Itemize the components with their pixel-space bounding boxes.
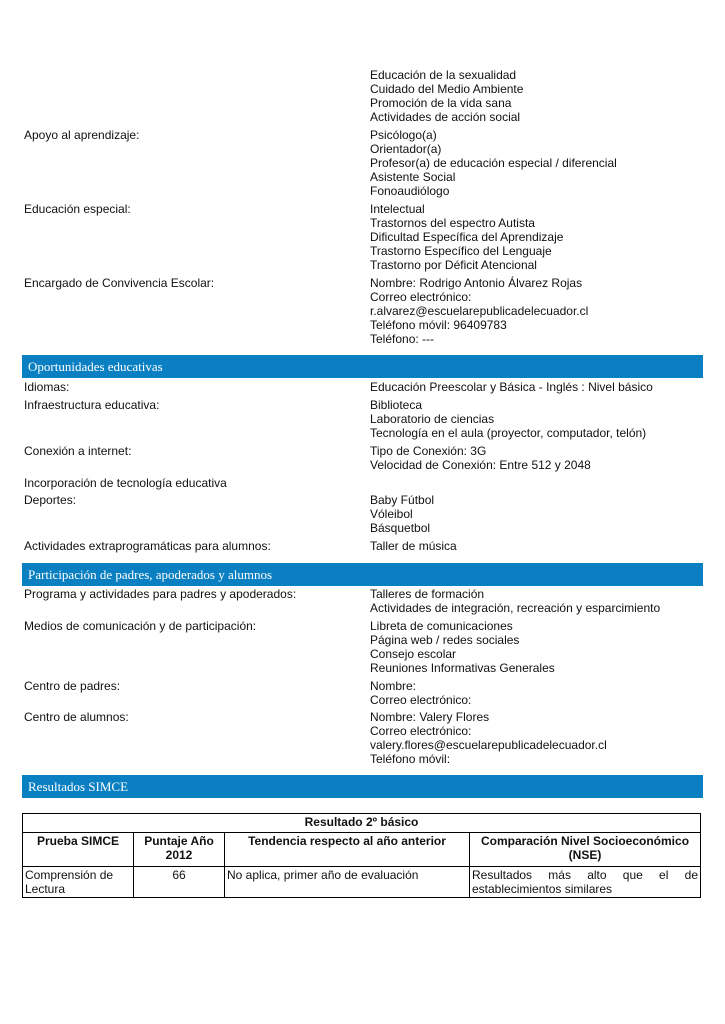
- row-value: Cuidado del Medio Ambiente: [370, 82, 524, 96]
- row-value: Educación de la sexualidad: [370, 68, 517, 82]
- row-value: Biblioteca: [370, 398, 423, 412]
- row-value: Trastorno por Déficit Atencional: [370, 258, 537, 272]
- row-values: Educación Preescolar y Básica - Inglés :…: [370, 380, 653, 394]
- cell: 66: [133, 866, 225, 898]
- row-value: Consejo escolar: [370, 647, 457, 661]
- row-label: Apoyo al aprendizaje:: [24, 128, 140, 142]
- row-value: valery.flores@escuelarepublicadelecuador…: [370, 738, 607, 752]
- row-label: Idiomas:: [24, 380, 70, 394]
- row-label: Encargado de Convivencia Escolar:: [24, 276, 215, 290]
- row-label: Infraestructura educativa:: [24, 398, 160, 412]
- row-value: r.alvarez@escuelarepublicadelecuador.cl: [370, 304, 589, 318]
- row-label: Educación especial:: [24, 202, 131, 216]
- row-value: Velocidad de Conexión: Entre 512 y 2048: [370, 458, 591, 472]
- row-value: Trastorno Específico del Lenguaje: [370, 244, 552, 258]
- row-values: Nombre: Valery Flores Correo electrónico:…: [370, 710, 607, 766]
- row-value: Nombre: Rodrigo Antonio Álvarez Rojas: [370, 276, 583, 290]
- row-values: Educación de la sexualidad Cuidado del Me…: [370, 68, 523, 124]
- cell: Resultados más alto que el de establecim…: [469, 866, 701, 898]
- row-label: Centro de alumnos:: [24, 710, 129, 724]
- row-value: Nombre: Valery Flores: [370, 710, 490, 724]
- row-value: Educación Preescolar y Básica - Inglés :…: [370, 380, 653, 394]
- section-header-oportunidades: Oportunidades educativas: [22, 355, 703, 378]
- row-value: Tecnología en el aula (proyector, comput…: [370, 426, 647, 440]
- simce-results-table: Resultado 2º básico Prueba SIMCE Puntaje…: [22, 813, 701, 898]
- row-label: Actividades extraprogramáticas para alum…: [24, 539, 271, 553]
- row-label: Incorporación de tecnología educativa: [24, 476, 227, 490]
- row-value: Laboratorio de ciencias: [370, 412, 495, 426]
- row-label: Deportes:: [24, 493, 77, 507]
- row-values: Talleres de formación Actividades de inte…: [370, 587, 660, 615]
- row-label: Conexión a internet:: [24, 444, 132, 458]
- row-values: Nombre: Rodrigo Antonio Álvarez Rojas Cor…: [370, 276, 588, 346]
- row-value: Correo electrónico:: [370, 290, 472, 304]
- row-value: Taller de música: [370, 539, 457, 553]
- row-values: Baby Fútbol Vóleibol Básquetbol: [370, 493, 434, 535]
- row-value: Correo electrónico:: [370, 693, 472, 707]
- row-value: Talleres de formación: [370, 587, 485, 601]
- col-header: Comparación Nivel Socioeconómico (NSE): [469, 832, 701, 867]
- section-header-simce: Resultados SIMCE: [22, 775, 703, 798]
- row-value: Básquetbol: [370, 521, 431, 535]
- table-caption: Resultado 2º básico: [22, 813, 701, 833]
- row-values: Libreta de comunicaciones Página web / re…: [370, 619, 555, 675]
- row-value: Actividades de acción social: [370, 110, 521, 124]
- row-value: Psicólogo(a): [370, 128, 437, 142]
- row-values: Nombre: Correo electrónico:: [370, 679, 471, 707]
- row-value: Teléfono: ---: [370, 332, 435, 346]
- row-value: Libreta de comunicaciones: [370, 619, 513, 633]
- row-value: Baby Fútbol: [370, 493, 435, 507]
- row-values: Psicólogo(a) Orientador(a) Profesor(a) de …: [370, 128, 617, 198]
- section-header-participacion: Participación de padres, apoderados y al…: [22, 563, 703, 586]
- row-value: Vóleibol: [370, 507, 413, 521]
- row-values: Intelectual Trastornos del espectro Autis…: [370, 202, 563, 272]
- row-value: Teléfono móvil: 96409783: [370, 318, 507, 332]
- row-label: Centro de padres:: [24, 679, 121, 693]
- row-value: Página web / redes sociales: [370, 633, 520, 647]
- row-label: Programa y actividades para padres y apo…: [24, 587, 297, 601]
- row-value: Tipo de Conexión: 3G: [370, 444, 487, 458]
- row-values: Biblioteca Laboratorio de ciencias Tecnolo…: [370, 398, 646, 440]
- col-header: Puntaje Año 2012: [133, 832, 225, 867]
- col-header: Prueba SIMCE: [22, 832, 134, 867]
- row-value: Fonoaudiólogo: [370, 184, 450, 198]
- row-label: Medios de comunicación y de participació…: [24, 619, 257, 633]
- row-values: Tipo de Conexión: 3G Velocidad de Conexió…: [370, 444, 591, 472]
- table-row: Comprensión de Lectura 66 No aplica, pri…: [22, 866, 701, 898]
- row-value: Reuniones Informativas Generales: [370, 661, 555, 675]
- row-value: Trastornos del espectro Autista: [370, 216, 535, 230]
- row-value: Promoción de la vida sana: [370, 96, 512, 110]
- row-value: Teléfono móvil:: [370, 752, 451, 766]
- col-header: Tendencia respecto al año anterior: [224, 832, 470, 867]
- cell: Comprensión de Lectura: [22, 866, 134, 898]
- cell: No aplica, primer año de evaluación: [224, 866, 470, 898]
- row-value: Asistente Social: [370, 170, 456, 184]
- row-value: Dificultad Específica del Aprendizaje: [370, 230, 564, 244]
- row-value: Nombre:: [370, 679, 417, 693]
- row-value: Intelectual: [370, 202, 425, 216]
- row-value: Orientador(a): [370, 142, 442, 156]
- row-value: Profesor(a) de educación especial / dife…: [370, 156, 617, 170]
- row-values: Taller de música: [370, 539, 457, 553]
- row-value: Correo electrónico:: [370, 724, 472, 738]
- row-value: Actividades de integración, recreación y…: [370, 601, 661, 615]
